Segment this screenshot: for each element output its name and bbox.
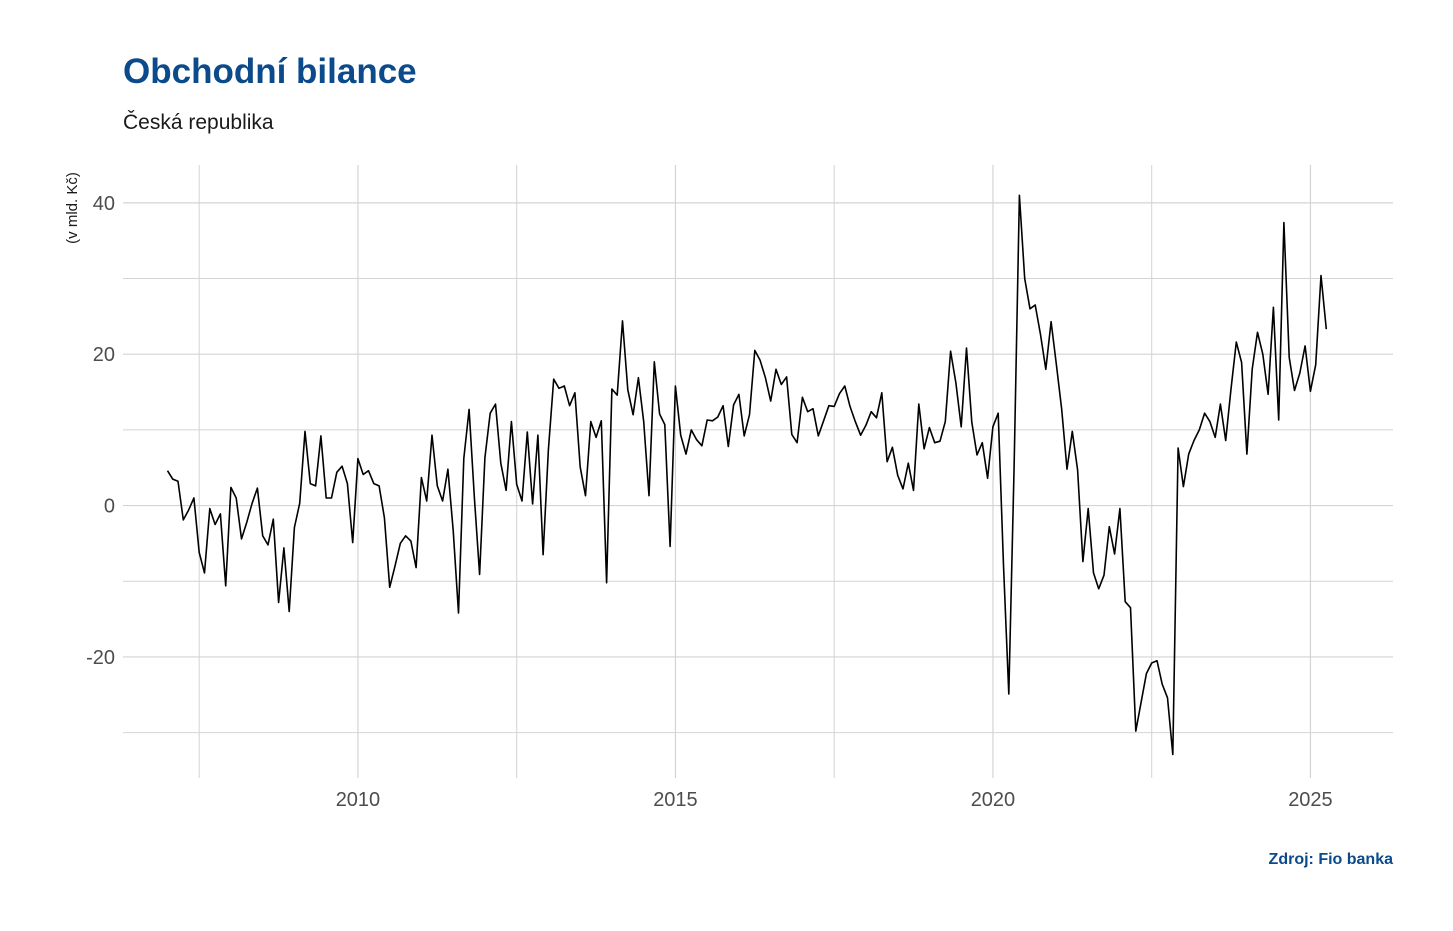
y-tick-label: 40 xyxy=(93,193,115,215)
source-note: Zdroj: Fio banka xyxy=(1268,851,1393,868)
x-tick-label: 2025 xyxy=(1288,789,1333,811)
minor-grid xyxy=(123,165,1393,778)
x-tick-label: 2020 xyxy=(971,789,1016,811)
series xyxy=(166,194,1328,756)
x-tick-label: 2010 xyxy=(336,789,381,811)
chart-subtitle: Česká republika xyxy=(123,111,274,134)
y-tick-label: 20 xyxy=(93,344,115,366)
y-tick-label: 0 xyxy=(104,496,115,518)
y-tick-label: -20 xyxy=(86,647,115,669)
x-tick-label: 2015 xyxy=(653,789,698,811)
major-grid xyxy=(123,165,1393,778)
y-tick-labels: -20 0 20 40 xyxy=(86,193,115,669)
x-tick-labels: 2010 2015 2020 2025 xyxy=(336,789,1333,811)
y-axis-label: (v mld. Kč) xyxy=(64,172,81,244)
chart-title: Obchodní bilance xyxy=(123,52,417,91)
series-line xyxy=(166,194,1328,756)
